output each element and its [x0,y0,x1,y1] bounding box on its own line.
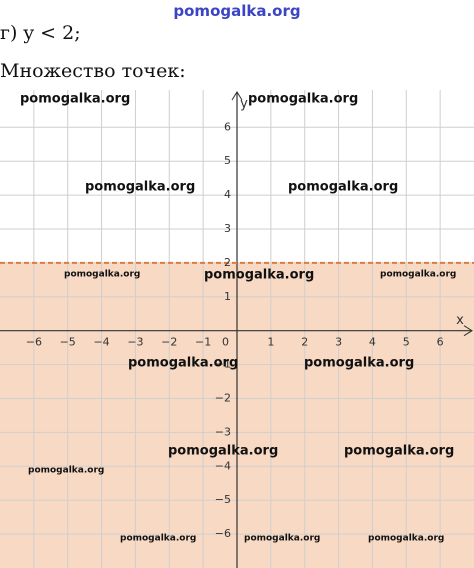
y-tick-label: −5 [215,493,231,506]
x-tick-label: 2 [301,336,308,349]
watermark: pomogalka.org [204,268,314,283]
y-axis-label: y [240,97,248,112]
watermark: pomogalka.org [64,270,140,280]
y-tick-label: −4 [215,459,231,472]
y-tick-label: −3 [215,425,231,438]
watermark: pomogalka.org [344,444,454,459]
site-watermark: pomogalka.org [173,2,301,20]
chart: −6 −5 −4 −3 −2 −1 1 2 3 4 5 6−6−5−4−3−2−11234560xyp… [0,90,474,568]
y-arrow [231,91,243,101]
watermark: pomogalka.org [244,534,320,544]
x-tick-label: −2 [161,336,177,349]
x-tick-label: −5 [60,336,76,349]
answer-label: Множество точек: [0,60,186,82]
watermark: pomogalka.org [304,356,414,371]
x-tick-label: 3 [335,336,342,349]
watermark: pomogalka.org [248,92,358,107]
x-tick-label: 5 [403,336,410,349]
watermark: pomogalka.org [20,92,130,107]
x-tick-label: 6 [437,336,444,349]
x-tick-label: 4 [369,336,376,349]
x-tick-label: −1 [195,336,211,349]
x-tick-label: −4 [93,336,109,349]
x-tick-label: −3 [127,336,143,349]
origin-label: 0 [222,336,229,349]
y-tick-label: 4 [224,188,231,201]
x-tick-label: 1 [267,336,274,349]
watermark: pomogalka.org [85,180,195,195]
watermark: pomogalka.org [128,356,238,371]
x-tick-label: −6 [26,336,42,349]
watermark: pomogalka.org [368,534,444,544]
x-axis-label: x [456,313,464,328]
task-label: г) y < 2; [0,22,81,44]
watermark: pomogalka.org [28,466,104,476]
y-tick-label: −2 [215,391,231,404]
x-arrow [463,325,473,337]
y-tick-label: 5 [224,154,231,167]
y-tick-label: 6 [224,120,231,133]
watermark: pomogalka.org [120,534,196,544]
y-tick-label: −1 [215,358,231,371]
y-tick-label: 3 [224,222,231,235]
y-tick-label: −6 [215,527,231,540]
watermark: pomogalka.org [168,444,278,459]
watermark: pomogalka.org [288,180,398,195]
y-tick-label: 1 [224,290,231,303]
y-tick-label: 2 [224,256,231,269]
watermark: pomogalka.org [380,270,456,280]
